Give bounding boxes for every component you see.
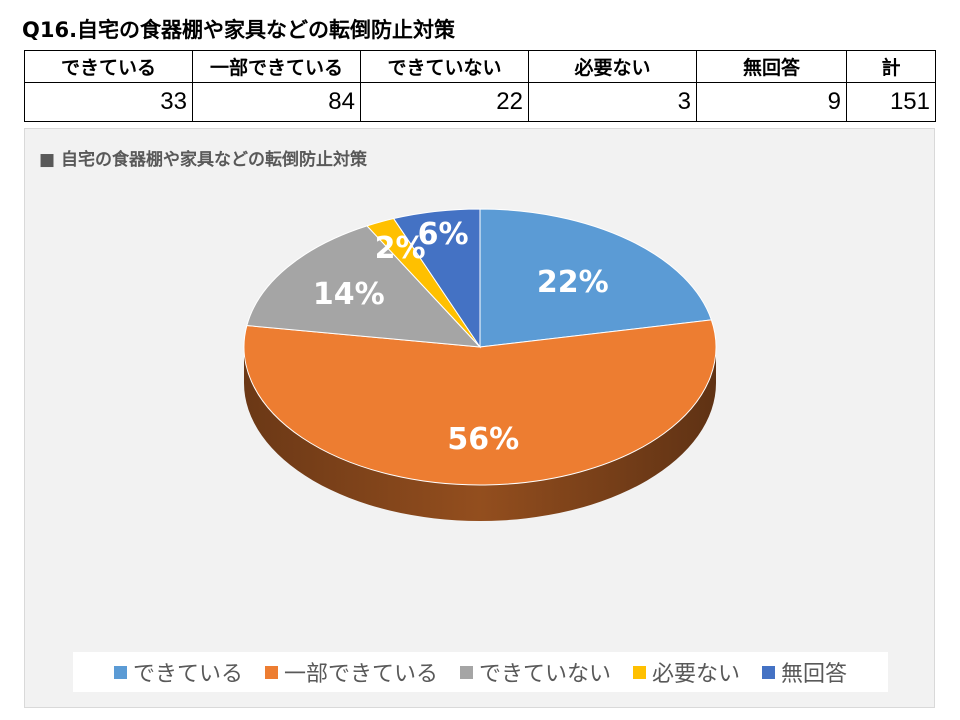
table-header-cell: 必要ない <box>528 50 697 83</box>
chart-area: ■ 自宅の食器棚や家具などの転倒防止対策 22% 56% 14% 2% 6% できている… <box>24 128 935 708</box>
data-label: 6% <box>418 217 469 252</box>
table-header-row: できている 一部できている できていない 必要ない 無回答 計 <box>24 50 936 83</box>
pie-slice-1 <box>243 319 717 486</box>
summary-table: できている 一部できている できていない 必要ない 無回答 計 33 84 22… <box>24 50 936 122</box>
data-label: 56% <box>447 422 519 457</box>
data-label: 14% <box>313 277 385 312</box>
chart-title: ■ 自宅の食器棚や家具などの転倒防止対策 <box>39 150 367 170</box>
legend-item: 無回答 <box>762 656 847 688</box>
table-header-cell: できている <box>24 50 193 83</box>
legend-label: できていない <box>478 662 611 687</box>
table-header-cell: 無回答 <box>696 50 847 83</box>
legend-swatch <box>762 665 776 679</box>
table-value-cell: 33 <box>24 82 193 122</box>
legend-swatch <box>633 665 646 679</box>
legend-item: 必要ない <box>633 656 740 688</box>
table-header-cell: 一部できている <box>192 50 361 83</box>
pie-chart: 22% 56% 14% 2%6% <box>243 208 717 521</box>
page-title: Q16.自宅の食器棚や家具などの転倒防止対策 <box>22 18 456 42</box>
legend-swatch <box>459 665 473 679</box>
data-label: 2% <box>375 231 426 266</box>
table-value-cell: 9 <box>696 82 847 122</box>
legend-item: できていない <box>459 656 611 688</box>
legend-item: 一部できている <box>264 656 438 688</box>
table-header-cell: 計 <box>846 50 936 83</box>
legend-item: できている <box>113 656 243 688</box>
chart-legend: できている 一部できている できていない 必要ない 無回答 <box>73 652 888 692</box>
table-value-cell: 151 <box>846 82 936 122</box>
legend-label: 無回答 <box>781 662 848 687</box>
table-value-cell: 3 <box>528 82 697 122</box>
data-label: 22% <box>537 265 609 300</box>
chart-title-text: 自宅の食器棚や家具などの転倒防止対策 <box>60 150 367 170</box>
pie-slice-2 <box>246 225 482 348</box>
table-header-cell: できていない <box>360 50 529 83</box>
legend-swatch <box>113 665 127 679</box>
pie-slice-0 <box>479 208 713 348</box>
table-value-cell: 84 <box>192 82 361 122</box>
pie-slice-4 <box>392 208 481 349</box>
table-value-cell: 22 <box>360 82 529 122</box>
legend-label: 必要ない <box>652 662 741 687</box>
legend-label: できている <box>132 662 243 687</box>
pie-side-1 <box>244 347 716 521</box>
legend-swatch <box>264 665 278 679</box>
legend-label: 一部できている <box>283 662 438 687</box>
table-value-row: 33 84 22 3 9 151 <box>24 82 936 122</box>
